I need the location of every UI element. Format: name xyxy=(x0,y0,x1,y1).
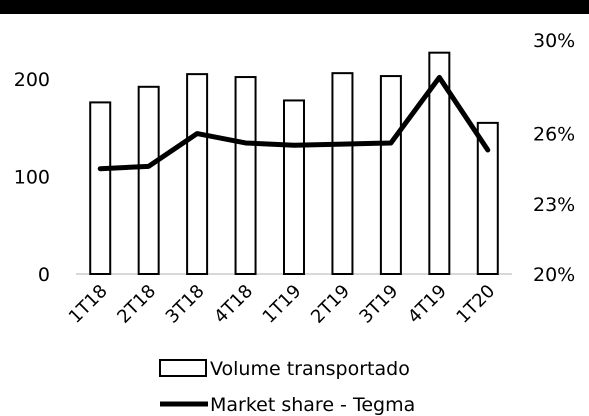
bar-volume-4T18 xyxy=(234,76,257,275)
point-market-share-4T19 xyxy=(438,76,440,78)
bar-volume-3T19 xyxy=(379,75,402,275)
point-market-share-3T18 xyxy=(196,133,198,135)
y-left-tick-label: 200 xyxy=(14,69,50,91)
bar-volume-2T18 xyxy=(137,85,160,275)
point-market-share-2T19 xyxy=(341,143,343,145)
x-tick-label: 3T18 xyxy=(162,281,209,328)
bar-volume-1T18 xyxy=(89,101,112,276)
x-tick-label: 1T20 xyxy=(452,281,499,328)
y-right-tick-label: 23% xyxy=(533,194,575,216)
x-tick-label: 4T19 xyxy=(404,281,451,328)
bar-volume-4T19 xyxy=(428,51,451,275)
y-right-tick-label: 26% xyxy=(533,124,575,146)
point-market-share-2T18 xyxy=(148,165,150,167)
point-market-share-1T20 xyxy=(487,149,489,151)
point-market-share-3T19 xyxy=(390,142,392,144)
y-left-tick-label: 100 xyxy=(14,167,50,189)
bar-volume-1T20 xyxy=(476,121,499,275)
legend-swatch-bar xyxy=(159,359,207,377)
x-tick-label: 1T19 xyxy=(259,281,306,328)
legend-label-market-share: Market share - Tegma xyxy=(210,394,415,416)
y-right-tick-label: 20% xyxy=(533,264,575,286)
legend: Volume transportado Market share - Tegma xyxy=(159,358,415,416)
x-tick-label: 1T18 xyxy=(65,281,112,328)
point-market-share-4T18 xyxy=(245,142,247,144)
bar-volume-3T18 xyxy=(186,73,209,275)
y-left-tick-label: 0 xyxy=(38,264,50,286)
y-right-tick-label: 30% xyxy=(533,30,575,52)
header-bar xyxy=(0,0,589,14)
bar-volume-2T19 xyxy=(331,72,354,276)
plot-area: 0 100 200 20% 23% 26% 30% 1T18 2T18 3T18 4T18 1T19 2… xyxy=(14,30,576,328)
point-market-share-1T19 xyxy=(293,144,295,146)
x-tick-label: 2T18 xyxy=(113,281,160,328)
bar-volume-1T19 xyxy=(283,99,305,275)
x-tick-label: 3T19 xyxy=(356,281,403,328)
point-market-share-1T18 xyxy=(99,168,101,170)
x-tick-label: 4T18 xyxy=(210,281,257,328)
x-tick-label: 2T19 xyxy=(307,281,354,328)
legend-label-volume: Volume transportado xyxy=(210,358,410,380)
